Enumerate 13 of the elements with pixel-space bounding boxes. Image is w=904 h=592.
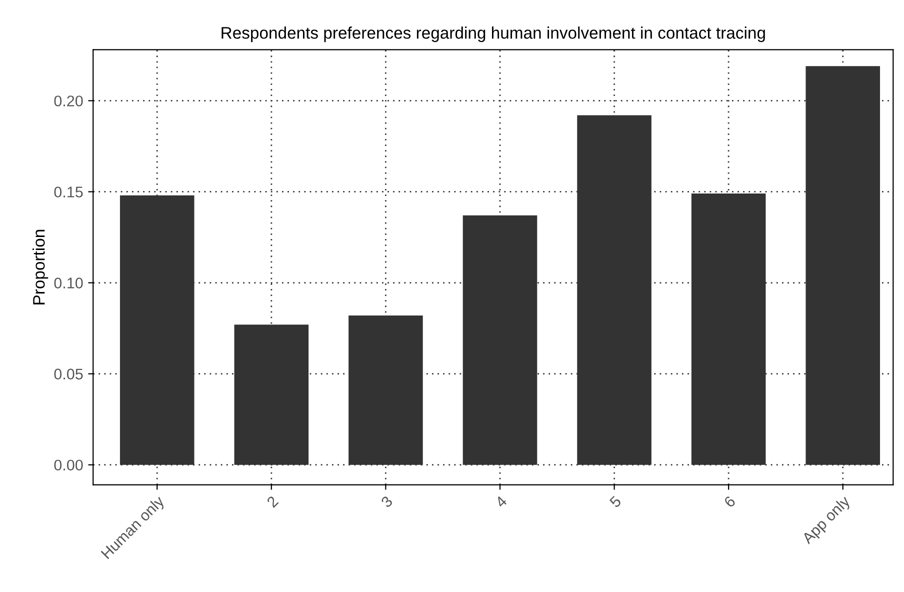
x-tick-label: 4 [494, 495, 508, 508]
y-tick-label: 0.15 [54, 186, 83, 198]
x-tick-label: App only [800, 494, 853, 547]
x-tick-label: 6 [723, 495, 736, 508]
chart-title: Respondents preferences regarding human involvement in contact tracing [222, 26, 765, 42]
x-tick-label: 5 [609, 495, 622, 508]
y-tick-label: 0.00 [54, 460, 83, 471]
x-tick-label: 3 [380, 495, 394, 508]
y-tick-label: 0.20 [54, 96, 83, 106]
y-axis-title: Proportion [32, 230, 48, 304]
x-tick-label: 2 [266, 495, 279, 508]
y-tick-label: 0.05 [54, 368, 83, 380]
y-tick-label: 0.10 [54, 278, 83, 288]
